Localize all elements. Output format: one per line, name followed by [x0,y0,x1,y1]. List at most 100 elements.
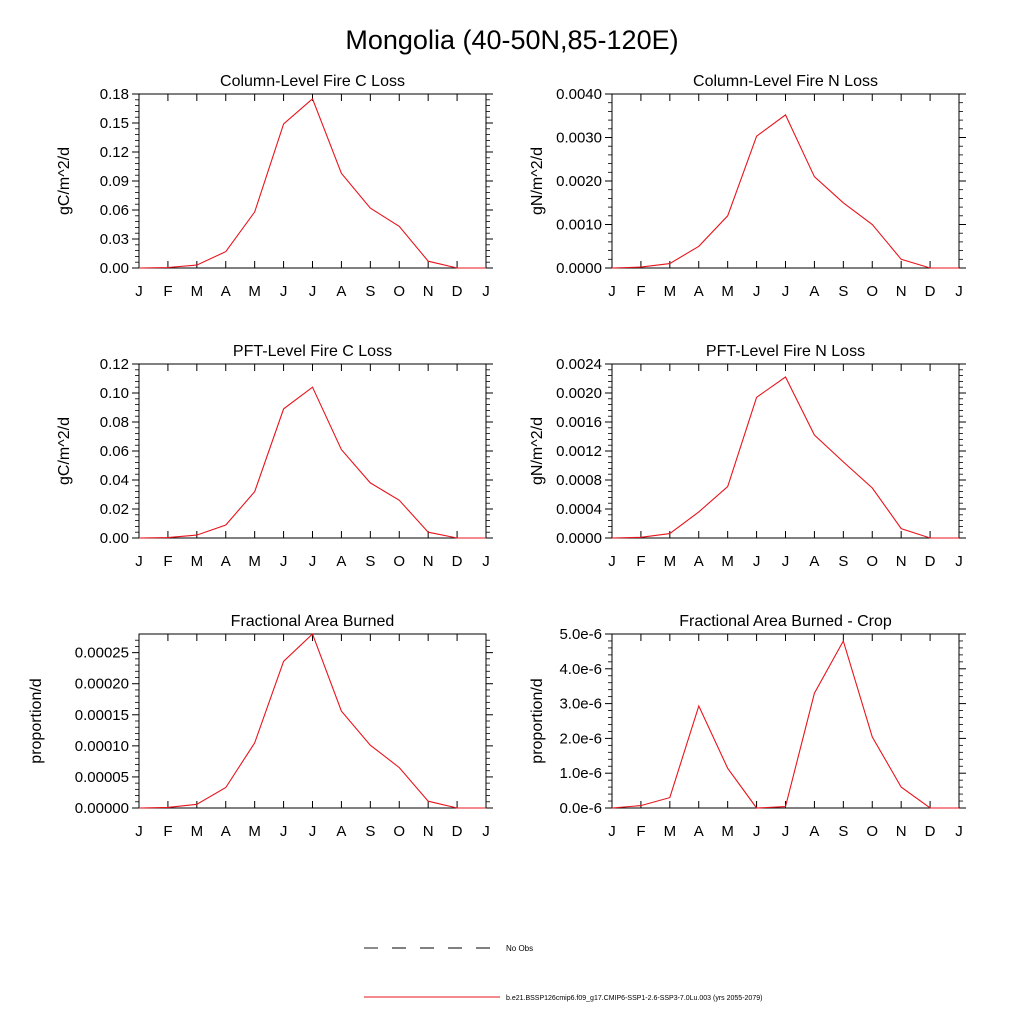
x-tick-label: A [221,823,231,840]
x-tick-label: A [694,823,704,840]
x-tick-label: J [135,823,143,840]
figure-title: Mongolia (40-50N,85-120E) [345,25,678,55]
y-axis-label: proportion/d [529,678,546,763]
x-tick-label: M [664,823,677,840]
x-tick-label: M [191,553,204,570]
x-tick-label: S [365,823,375,840]
x-tick-label: M [248,553,261,570]
plot-frame [138,93,487,269]
x-tick-label: A [336,283,346,300]
y-axis-label: gC/m^2/d [56,147,73,215]
y-tick-label: 0.0010 [556,217,602,234]
x-tick-label: J [309,553,317,570]
y-axis-label: gN/m^2/d [529,147,546,215]
x-tick-label: O [866,823,878,840]
x-tick-label: D [452,823,463,840]
legend-model-label: b.e21.BSSP126cmip6.f09_g17.CMIP6-SSP1-2.… [506,995,762,1002]
x-tick-label: O [393,283,405,300]
x-tick-label: A [221,283,231,300]
y-tick-label: 0.0004 [556,501,602,518]
x-tick-label: J [482,823,490,840]
x-tick-label: J [135,553,143,570]
x-tick-label: F [636,283,645,300]
x-tick-label: S [838,283,848,300]
y-tick-label: 0.0012 [556,443,602,460]
x-tick-label: N [896,823,907,840]
y-axis-label: gN/m^2/d [529,417,546,485]
x-tick-label: S [838,823,848,840]
x-tick-label: J [482,553,490,570]
series-line [138,633,486,809]
x-tick-label: D [925,823,936,840]
series-line [611,376,959,539]
series-line [611,114,959,269]
x-tick-label: M [721,823,734,840]
x-tick-label: J [955,553,963,570]
y-tick-label: 0.12 [100,356,129,373]
x-tick-label: N [896,553,907,570]
y-tick-label: 0.0000 [556,530,602,547]
plot-frame [611,93,960,269]
y-tick-label: 0.00000 [75,800,129,817]
x-tick-label: J [608,283,616,300]
x-tick-label: J [280,283,288,300]
x-tick-label: J [135,283,143,300]
y-tick-label: 0.10 [100,385,129,402]
x-tick-label: D [925,553,936,570]
y-tick-label: 0.00020 [75,676,129,693]
y-tick-label: 0.0000 [556,260,602,277]
x-tick-label: A [809,553,819,570]
y-tick-label: 0.0040 [556,86,602,103]
x-tick-label: M [248,823,261,840]
plot-frame [138,633,487,809]
series-line [611,639,959,809]
y-tick-label: 0.09 [100,173,129,190]
plot-frame [611,363,960,539]
y-tick-label: 5.0e-6 [559,626,602,643]
x-tick-label: J [753,823,761,840]
x-tick-label: S [838,553,848,570]
y-tick-label: 0.00005 [75,769,129,786]
y-axis-label: proportion/d [28,678,45,763]
y-tick-label: 0.00010 [75,738,129,755]
x-tick-label: J [955,283,963,300]
y-tick-label: 0.06 [100,202,129,219]
x-tick-label: J [608,823,616,840]
y-tick-label: 2.0e-6 [559,730,602,747]
x-tick-label: J [309,283,317,300]
y-tick-label: 0.12 [100,144,129,161]
x-tick-label: J [753,283,761,300]
plot-frame [611,633,960,809]
panel-title: PFT-Level Fire C Loss [233,343,392,360]
x-tick-label: F [636,823,645,840]
y-tick-label: 0.0024 [556,356,602,373]
y-tick-label: 0.03 [100,231,129,248]
x-tick-label: J [280,553,288,570]
x-tick-label: M [248,283,261,300]
x-tick-label: A [809,823,819,840]
y-tick-label: 0.18 [100,86,129,103]
y-tick-label: 0.00 [100,530,129,547]
y-tick-label: 0.04 [100,472,129,489]
x-tick-label: D [925,283,936,300]
y-tick-label: 0.0016 [556,414,602,431]
x-tick-label: A [336,823,346,840]
series-line [138,386,486,539]
x-tick-label: J [280,823,288,840]
x-tick-label: O [393,823,405,840]
x-tick-label: M [721,283,734,300]
x-tick-label: J [608,553,616,570]
x-tick-label: F [163,553,172,570]
x-tick-label: N [423,553,434,570]
panel-title: Fractional Area Burned - Crop [679,613,892,630]
x-tick-label: A [221,553,231,570]
panel-title: PFT-Level Fire N Loss [706,343,865,360]
x-tick-label: M [664,553,677,570]
y-tick-label: 0.02 [100,501,129,518]
x-tick-label: M [191,283,204,300]
x-tick-label: M [664,283,677,300]
